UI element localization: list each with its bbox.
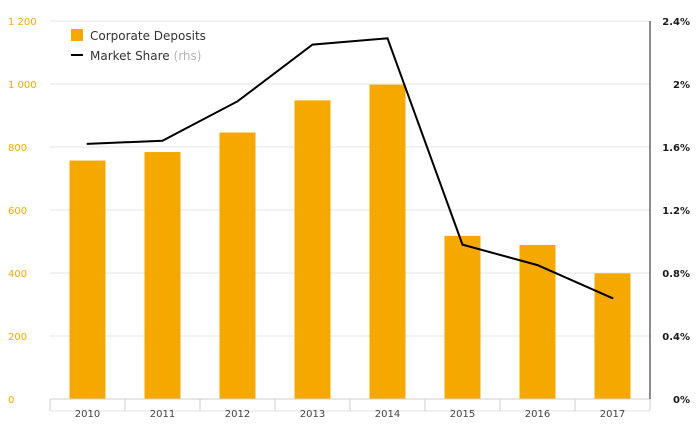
y-left-tick-label: 600 xyxy=(8,206,27,217)
line-point-2016 xyxy=(536,264,539,267)
legend-label-line-suffix: (rhs) xyxy=(174,49,202,63)
y-axis-right: 0% 0.4% 0.8% 1.2% 1.6% 2% 2.4% xyxy=(649,17,690,406)
x-tick-label: 2011 xyxy=(150,409,175,420)
y-left-tick-label: 800 xyxy=(8,143,27,154)
legend-label-line: Market Share (rhs) xyxy=(90,49,201,63)
x-tick-label: 2017 xyxy=(600,409,625,420)
y-right-tick-label: 0% xyxy=(673,395,690,406)
line-series xyxy=(86,37,614,300)
gridlines xyxy=(50,20,650,337)
x-tick-label: 2016 xyxy=(525,409,550,420)
line-point-2012 xyxy=(236,100,239,103)
line-point-2017 xyxy=(611,297,614,300)
y-left-tick-label: 400 xyxy=(8,269,27,280)
x-tick-label: 2010 xyxy=(75,409,100,420)
legend-label-line-name: Market Share xyxy=(90,49,170,63)
y-right-tick-label: 1.2% xyxy=(662,206,690,217)
x-tick-label: 2015 xyxy=(450,409,475,420)
y-axis-left: 0 200 400 600 800 1 000 1 200 xyxy=(8,17,37,406)
bar-2012 xyxy=(219,132,256,399)
legend: Corporate Deposits Market Share (rhs) xyxy=(71,29,206,63)
x-tick-label: 2012 xyxy=(225,409,250,420)
bar-series xyxy=(69,84,631,399)
bar-2013 xyxy=(294,100,331,399)
bar-2015 xyxy=(444,235,481,399)
line-point-2014 xyxy=(386,37,389,40)
y-left-tick-label: 200 xyxy=(8,332,27,343)
legend-label-bar: Corporate Deposits xyxy=(90,29,206,43)
bar-2011 xyxy=(144,152,181,399)
market-share-line xyxy=(87,37,613,300)
y-left-tick-label: 1 000 xyxy=(8,80,37,91)
x-tick-label: 2013 xyxy=(300,409,325,420)
line-point-2013 xyxy=(311,43,314,46)
bar-2010 xyxy=(69,160,106,399)
line-point-2010 xyxy=(86,142,89,145)
x-axis: 2010 2011 2012 2013 2014 2015 2016 2017 xyxy=(49,398,651,420)
y-left-tick-label: 1 200 xyxy=(8,17,37,28)
bar-2014 xyxy=(369,84,406,399)
y-right-tick-label: 2% xyxy=(673,80,690,91)
line-point-2011 xyxy=(161,139,164,142)
legend-swatch-bar xyxy=(71,29,83,41)
y-right-tick-label: 0.4% xyxy=(662,332,690,343)
y-right-tick-label: 2.4% xyxy=(662,17,690,28)
y-left-tick-label: 0 xyxy=(8,395,14,406)
x-tick-label: 2014 xyxy=(375,409,400,420)
y-right-tick-label: 0.8% xyxy=(662,269,690,280)
bar-2016 xyxy=(519,244,556,399)
bar-2017 xyxy=(594,273,631,399)
line-point-2015 xyxy=(461,243,464,246)
y-right-tick-label: 1.6% xyxy=(662,143,690,154)
